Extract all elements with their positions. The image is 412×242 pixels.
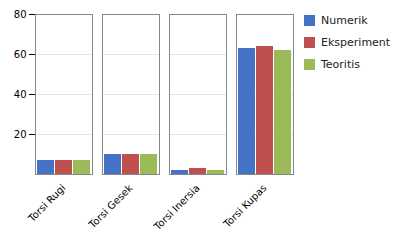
html-text:Numerik: Numerik — [321, 14, 368, 27]
svg-text:20: 20 — [14, 129, 27, 140]
html-text:Teoritis: Teoritis — [321, 58, 360, 71]
svg-text:80: 80 — [14, 9, 27, 20]
svg-text:Torsi Gesek: Torsi Gesek — [86, 182, 135, 231]
svg-text:60: 60 — [14, 49, 27, 60]
html-text:Eksperiment: Eksperiment — [321, 36, 391, 49]
svg-text:40: 40 — [14, 89, 27, 100]
svg-text:Torsi Kupas: Torsi Kupas — [221, 182, 269, 230]
svg-text:Torsi Rugi: Torsi Rugi — [25, 182, 67, 224]
svg-text:Torsi Inersia: Torsi Inersia — [151, 182, 202, 233]
